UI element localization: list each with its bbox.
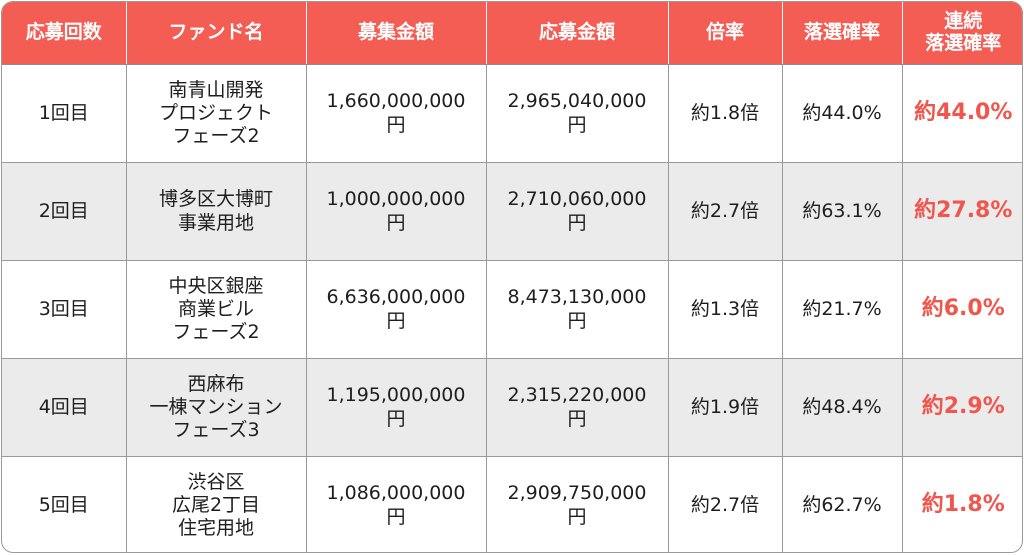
cell-ratio: 約1.9倍 (668, 358, 783, 457)
header-row: 応募回数 ファンド名 募集金額 応募金額 倍率 落選確率 連続 落選確率 (2, 2, 1022, 65)
cell-applied-amount: 2,965,040,000 円 (486, 64, 669, 163)
table-row: 1回目 南青山開発 プロジェクト フェーズ2 1,660,000,000 円 2… (2, 64, 1022, 163)
cell-round: 2回目 (2, 162, 127, 261)
cell-cumulative-lose-rate: 約1.8% (921, 492, 1005, 518)
cell-fund-name: 南青山開発 プロジェクト フェーズ2 (126, 64, 307, 163)
cell-fund-name: 中央区銀座 商業ビル フェーズ2 (126, 260, 307, 359)
table-row: 2回目 博多区大博町 事業用地 1,000,000,000 円 2,710,06… (2, 162, 1022, 261)
cell-cumulative-lose-rate: 約27.8% (902, 162, 1022, 261)
cell-cumulative-lose-rate: 約44.0% (902, 64, 1022, 163)
header-round: 応募回数 (2, 2, 127, 65)
header-cumulative-lose-rate: 連続 落選確率 (902, 2, 1022, 65)
cell-cumulative-lose-rate: 約2.9% (902, 358, 1022, 457)
table-row: 4回目 西麻布 一棟マンション フェーズ3 1,195,000,000 円 2,… (2, 358, 1022, 457)
cell-raised-amount: 6,636,000,000 円 (306, 260, 487, 359)
cell-raised-amount: 1,086,000,000 円 (306, 456, 487, 552)
cell-fund-name: 西麻布 一棟マンション フェーズ3 (126, 358, 307, 457)
cell-lose-rate: 約21.7% (782, 260, 903, 359)
cell-fund-name: 博多区大博町 事業用地 (126, 162, 307, 261)
cell-lose-rate: 約48.4% (782, 358, 903, 457)
cell-raised-amount: 1,195,000,000 円 (306, 358, 487, 457)
cell-applied-amount: 2,315,220,000 円 (486, 358, 669, 457)
cell-applied-amount: 8,473,130,000 円 (486, 260, 669, 359)
cell-lose-rate: 約44.0% (782, 64, 903, 163)
cell-ratio: 約2.7倍 (668, 456, 783, 552)
cell-lose-rate: 約63.1% (782, 162, 903, 261)
cell-applied-amount: 2,909,750,000 円 (486, 456, 669, 552)
cell-fund-name: 渋谷区 広尾2丁目 住宅用地 (126, 456, 307, 552)
cell-ratio: 約1.3倍 (668, 260, 783, 359)
cell-round: 4回目 (2, 358, 127, 457)
table-row: 5回目 渋谷区 広尾2丁目 住宅用地 1,086,000,000 円 2,909… (2, 456, 1022, 552)
cell-raised-amount: 1,660,000,000 円 (306, 64, 487, 163)
header-fund-name: ファンド名 (126, 2, 307, 65)
cell-ratio: 約1.8倍 (668, 64, 783, 163)
cell-lose-rate: 約62.7% (782, 456, 903, 552)
header-raised-amount: 募集金額 (306, 2, 487, 65)
table-row: 3回目 中央区銀座 商業ビル フェーズ2 6,636,000,000 円 8,4… (2, 260, 1022, 359)
cell-round: 1回目 (2, 64, 127, 163)
header-applied-amount: 応募金額 (486, 2, 669, 65)
cell-cumulative-lose-rate: 約6.0% (902, 260, 1022, 359)
header-lose-rate: 落選確率 (782, 2, 903, 65)
cell-round: 3回目 (2, 260, 127, 359)
cell-applied-amount: 2,710,060,000 円 (486, 162, 669, 261)
cell-ratio: 約2.7倍 (668, 162, 783, 261)
cell-round: 5回目 (2, 456, 127, 552)
header-ratio: 倍率 (668, 2, 783, 65)
cell-raised-amount: 1,000,000,000 円 (306, 162, 487, 261)
